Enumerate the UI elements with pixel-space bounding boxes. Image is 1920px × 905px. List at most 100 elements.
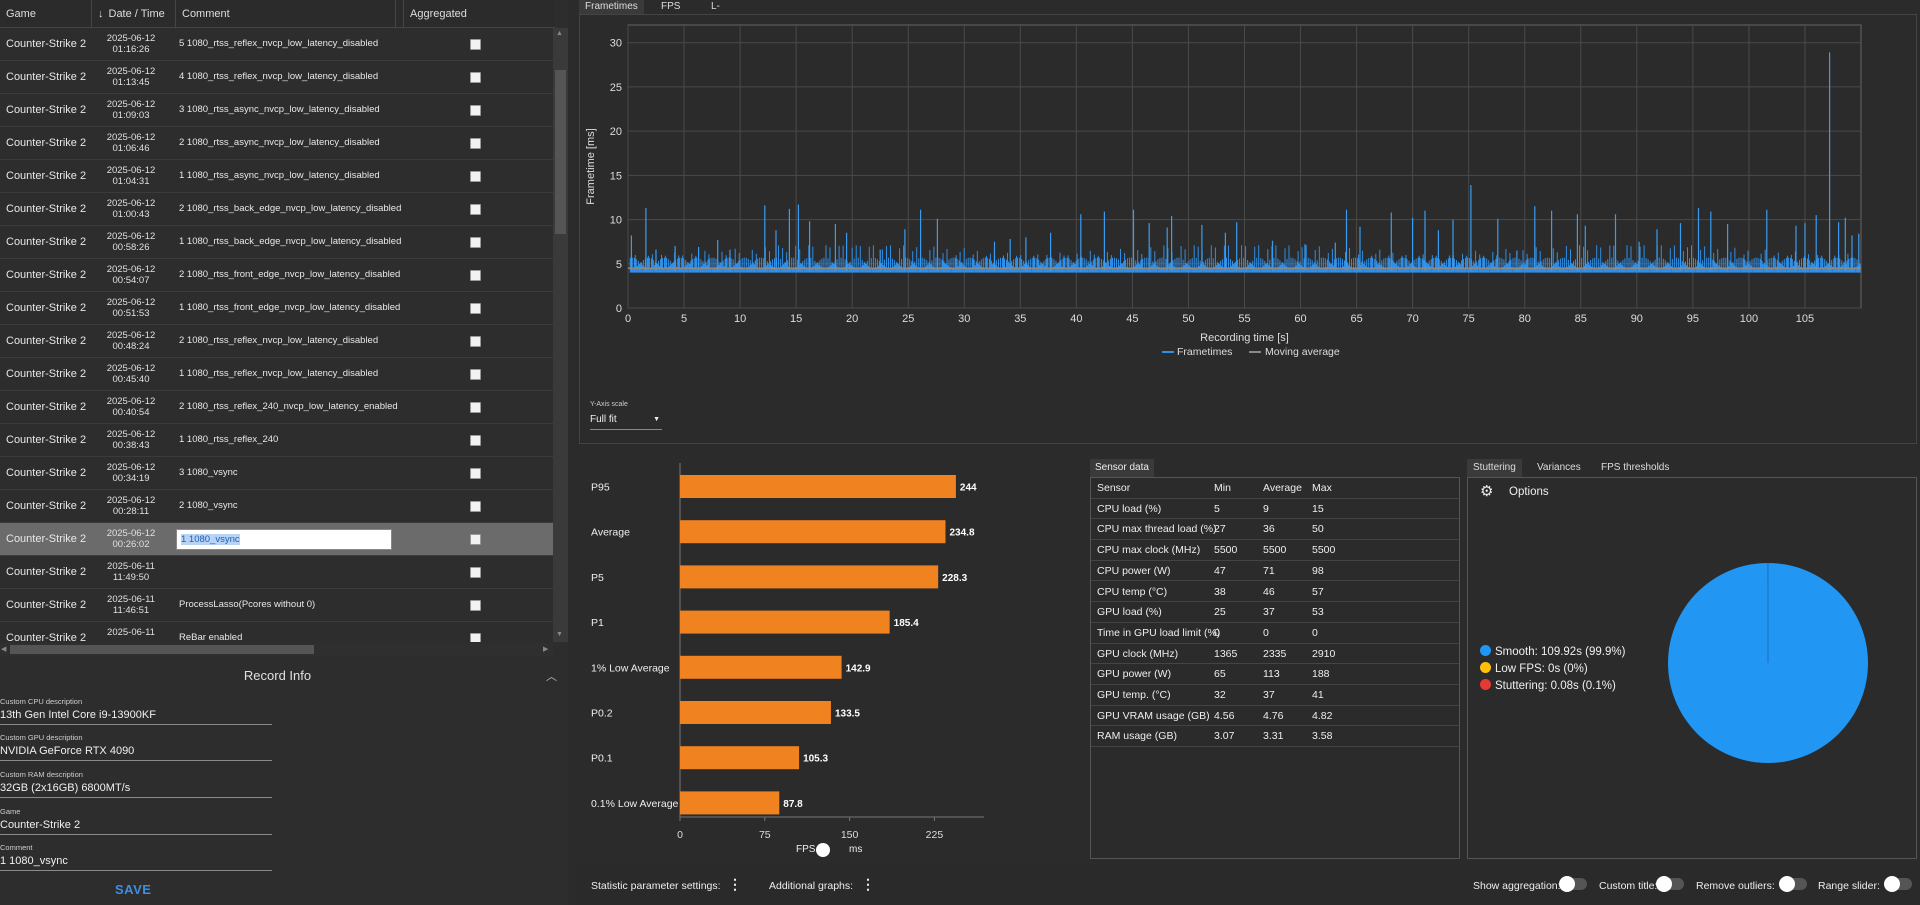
y-axis-scale-select[interactable]: Full fit ▼ (590, 412, 662, 430)
tab-stuttering[interactable]: Stuttering (1467, 459, 1522, 477)
scroll-right-icon[interactable]: ▶ (543, 646, 549, 653)
aggregated-checkbox[interactable] (470, 501, 481, 512)
row-comment[interactable]: 3 1080_rtss_async_nvcp_low_latency_disab… (179, 104, 380, 115)
table-row[interactable]: Counter-Strike 2 2025-06-12 01:09:03 3 1080… (0, 94, 553, 127)
save-button[interactable]: SAVE (115, 882, 152, 897)
row-comment[interactable]: 2 1080_rtss_async_nvcp_low_latency_disab… (179, 137, 380, 148)
tab-frametimes[interactable]: Frametimes (579, 0, 644, 14)
fps-ms-toggle[interactable] (814, 843, 838, 857)
gear-icon[interactable]: ⚙ (1480, 483, 1494, 500)
stutter-pie-chart[interactable] (1665, 560, 1871, 766)
table-row[interactable]: Counter-Strike 2 2025-06-12 00:51:53 1 1080… (0, 292, 553, 325)
table-row[interactable]: Counter-Strike 2 2025-06-12 01:16:26 5 1080… (0, 28, 553, 61)
row-time: 00:48:24 (112, 341, 150, 352)
aggregated-checkbox[interactable] (470, 303, 481, 314)
remove-outliers-toggle[interactable] (1779, 876, 1807, 892)
statistics-bar-chart[interactable]: P95 244 Average 234.8 P5 228.3 P1 185.4 1% Low A… (580, 455, 1085, 860)
frametime-chart[interactable]: 0 5 10 15 20 25 30 35 40 45 50 55 60 65 70 75 80 85 90 95 10… (580, 15, 1916, 443)
scroll-down-icon[interactable]: ▼ (556, 631, 563, 638)
custom-title-toggle[interactable] (1656, 876, 1684, 892)
comment-input[interactable]: 1 1080_vsync (0, 855, 272, 871)
table-row[interactable]: Counter-Strike 2 2025-06-12 01:06:46 2 1080… (0, 127, 553, 160)
row-comment[interactable]: 1 1080_rtss_reflex_nvcp_low_latency_disa… (179, 368, 379, 379)
table-row[interactable]: Counter-Strike 2 2025-06-12 00:48:24 2 1080… (0, 325, 553, 358)
aggregated-checkbox[interactable] (470, 171, 481, 182)
tab-fps[interactable]: FPS (661, 1, 681, 12)
show-aggregation-toggle[interactable] (1559, 876, 1587, 892)
aggregated-checkbox[interactable] (470, 237, 481, 248)
row-comment[interactable]: 1 1080_rtss_async_nvcp_low_latency_disab… (179, 170, 380, 181)
legend-label: Smooth: 109.92s (99.9%) (1495, 646, 1626, 658)
aggregated-checkbox[interactable] (470, 468, 481, 479)
gpu-description-input[interactable]: NVIDIA GeForce RTX 4090 (0, 745, 272, 761)
aggregated-checkbox[interactable] (470, 105, 481, 116)
tab-sensor-data[interactable]: Sensor data (1090, 459, 1154, 477)
statistic-settings-menu-icon[interactable]: ⋮ (728, 876, 742, 892)
game-input[interactable]: Counter-Strike 2 (0, 819, 272, 835)
table-row[interactable]: Counter-Strike 2 2025-06-12 01:13:45 4 1080… (0, 61, 553, 94)
aggregated-checkbox[interactable] (470, 369, 481, 380)
aggregated-checkbox[interactable] (470, 402, 481, 413)
comment-edit-field[interactable]: 1 1080_vsync (176, 529, 392, 550)
aggregated-checkbox[interactable] (470, 138, 481, 149)
table-row[interactable]: Counter-Strike 2 2025-06-12 00:38:43 1 1080… (0, 424, 553, 457)
row-comment[interactable]: 2 1080_vsync (179, 500, 238, 511)
table-row[interactable]: Counter-Strike 2 2025-06-12 00:45:40 1 1080… (0, 358, 553, 391)
aggregated-checkbox[interactable] (470, 336, 481, 347)
tab-l-shape[interactable]: L-shape (711, 1, 738, 26)
additional-graphs-menu-icon[interactable]: ⋮ (861, 876, 875, 892)
horizontal-scroll-thumb[interactable] (10, 645, 314, 654)
table-row[interactable]: Counter-Strike 2 2025-06-12 00:40:54 2 1080… (0, 391, 553, 424)
table-row[interactable]: Counter-Strike 2 2025-06-11 ReBar enabled (0, 622, 553, 642)
aggregated-checkbox[interactable] (470, 39, 481, 50)
vertical-scroll-thumb[interactable] (555, 70, 566, 234)
col-aggregated-header[interactable]: Aggregated (403, 0, 555, 28)
aggregated-checkbox[interactable] (470, 435, 481, 446)
row-comment[interactable]: ReBar enabled (179, 632, 243, 642)
aggregated-checkbox[interactable] (470, 72, 481, 83)
row-comment[interactable]: 2 1080_rtss_reflex_240_nvcp_low_latency_… (179, 401, 398, 412)
table-row[interactable]: Counter-Strike 2 2025-06-12 00:54:07 2 1080… (0, 259, 553, 292)
row-date-time: 2025-06-12 00:34:19 (98, 462, 164, 484)
sensor-cell: 188 (1312, 668, 1330, 681)
frametime-spikes (630, 52, 1860, 271)
range-slider-toggle[interactable] (1884, 876, 1912, 892)
row-comment[interactable]: 4 1080_rtss_reflex_nvcp_low_latency_disa… (179, 71, 379, 82)
toggle-knob (1884, 876, 1900, 892)
tab-fps-thresholds[interactable]: FPS thresholds (1601, 462, 1670, 473)
table-row[interactable]: Counter-Strike 2 2025-06-12 01:00:43 2 1080… (0, 193, 553, 226)
cpu-description-input[interactable]: 13th Gen Intel Core i9-13900KF (0, 709, 272, 725)
collapse-chevron-up-icon[interactable]: ︿ (546, 671, 557, 683)
options-button[interactable]: Options (1509, 486, 1549, 498)
ram-description-input[interactable]: 32GB (2x16GB) 6800MT/s (0, 782, 272, 798)
aggregated-checkbox[interactable] (470, 600, 481, 611)
table-row[interactable]: Counter-Strike 2 2025-06-12 00:28:11 2 1080… (0, 490, 553, 523)
aggregated-checkbox[interactable] (470, 534, 481, 545)
col-comment-header[interactable]: Comment (176, 0, 396, 28)
table-row[interactable]: Counter-Strike 2 2025-06-12 00:58:26 1 1080… (0, 226, 553, 259)
scroll-left-icon[interactable]: ◀ (1, 646, 7, 653)
row-comment[interactable]: 3 1080_vsync (179, 467, 238, 478)
aggregated-checkbox[interactable] (470, 204, 481, 215)
row-comment[interactable]: 2 1080_rtss_front_edge_nvcp_low_latency_… (179, 269, 401, 280)
col-date-header[interactable]: ↓ Date / Time (92, 0, 176, 28)
aggregated-checkbox[interactable] (470, 633, 481, 642)
table-row[interactable]: Counter-Strike 2 2025-06-12 00:34:19 3 1080… (0, 457, 553, 490)
row-comment[interactable]: 1 1080_rtss_front_edge_nvcp_low_latency_… (179, 302, 401, 313)
records-table[interactable]: Counter-Strike 2 2025-06-12 01:16:26 5 1080… (0, 28, 553, 642)
scroll-up-icon[interactable]: ▲ (556, 30, 563, 37)
row-comment[interactable]: 1 1080_rtss_back_edge_nvcp_low_latency_d… (179, 236, 402, 247)
table-row[interactable]: Counter-Strike 2 2025-06-12 01:04:31 1 1080… (0, 160, 553, 193)
tab-variances[interactable]: Variances (1537, 462, 1581, 473)
col-game-header[interactable]: Game (0, 0, 92, 28)
row-comment[interactable]: 2 1080_rtss_back_edge_nvcp_low_latency_d… (179, 203, 402, 214)
row-comment[interactable]: ProcessLasso(Pcores without 0) (179, 599, 316, 610)
table-row[interactable]: Counter-Strike 2 2025-06-12 00:26:02 1 1080… (0, 523, 553, 556)
aggregated-checkbox[interactable] (470, 270, 481, 281)
row-comment[interactable]: 1 1080_rtss_reflex_240 (179, 434, 279, 445)
table-row[interactable]: Counter-Strike 2 2025-06-11 11:49:50 (0, 556, 553, 589)
row-comment[interactable]: 2 1080_rtss_reflex_nvcp_low_latency_disa… (179, 335, 379, 346)
aggregated-checkbox[interactable] (470, 567, 481, 578)
row-comment[interactable]: 5 1080_rtss_reflex_nvcp_low_latency_disa… (179, 38, 379, 49)
table-row[interactable]: Counter-Strike 2 2025-06-11 11:46:51 Proces… (0, 589, 553, 622)
